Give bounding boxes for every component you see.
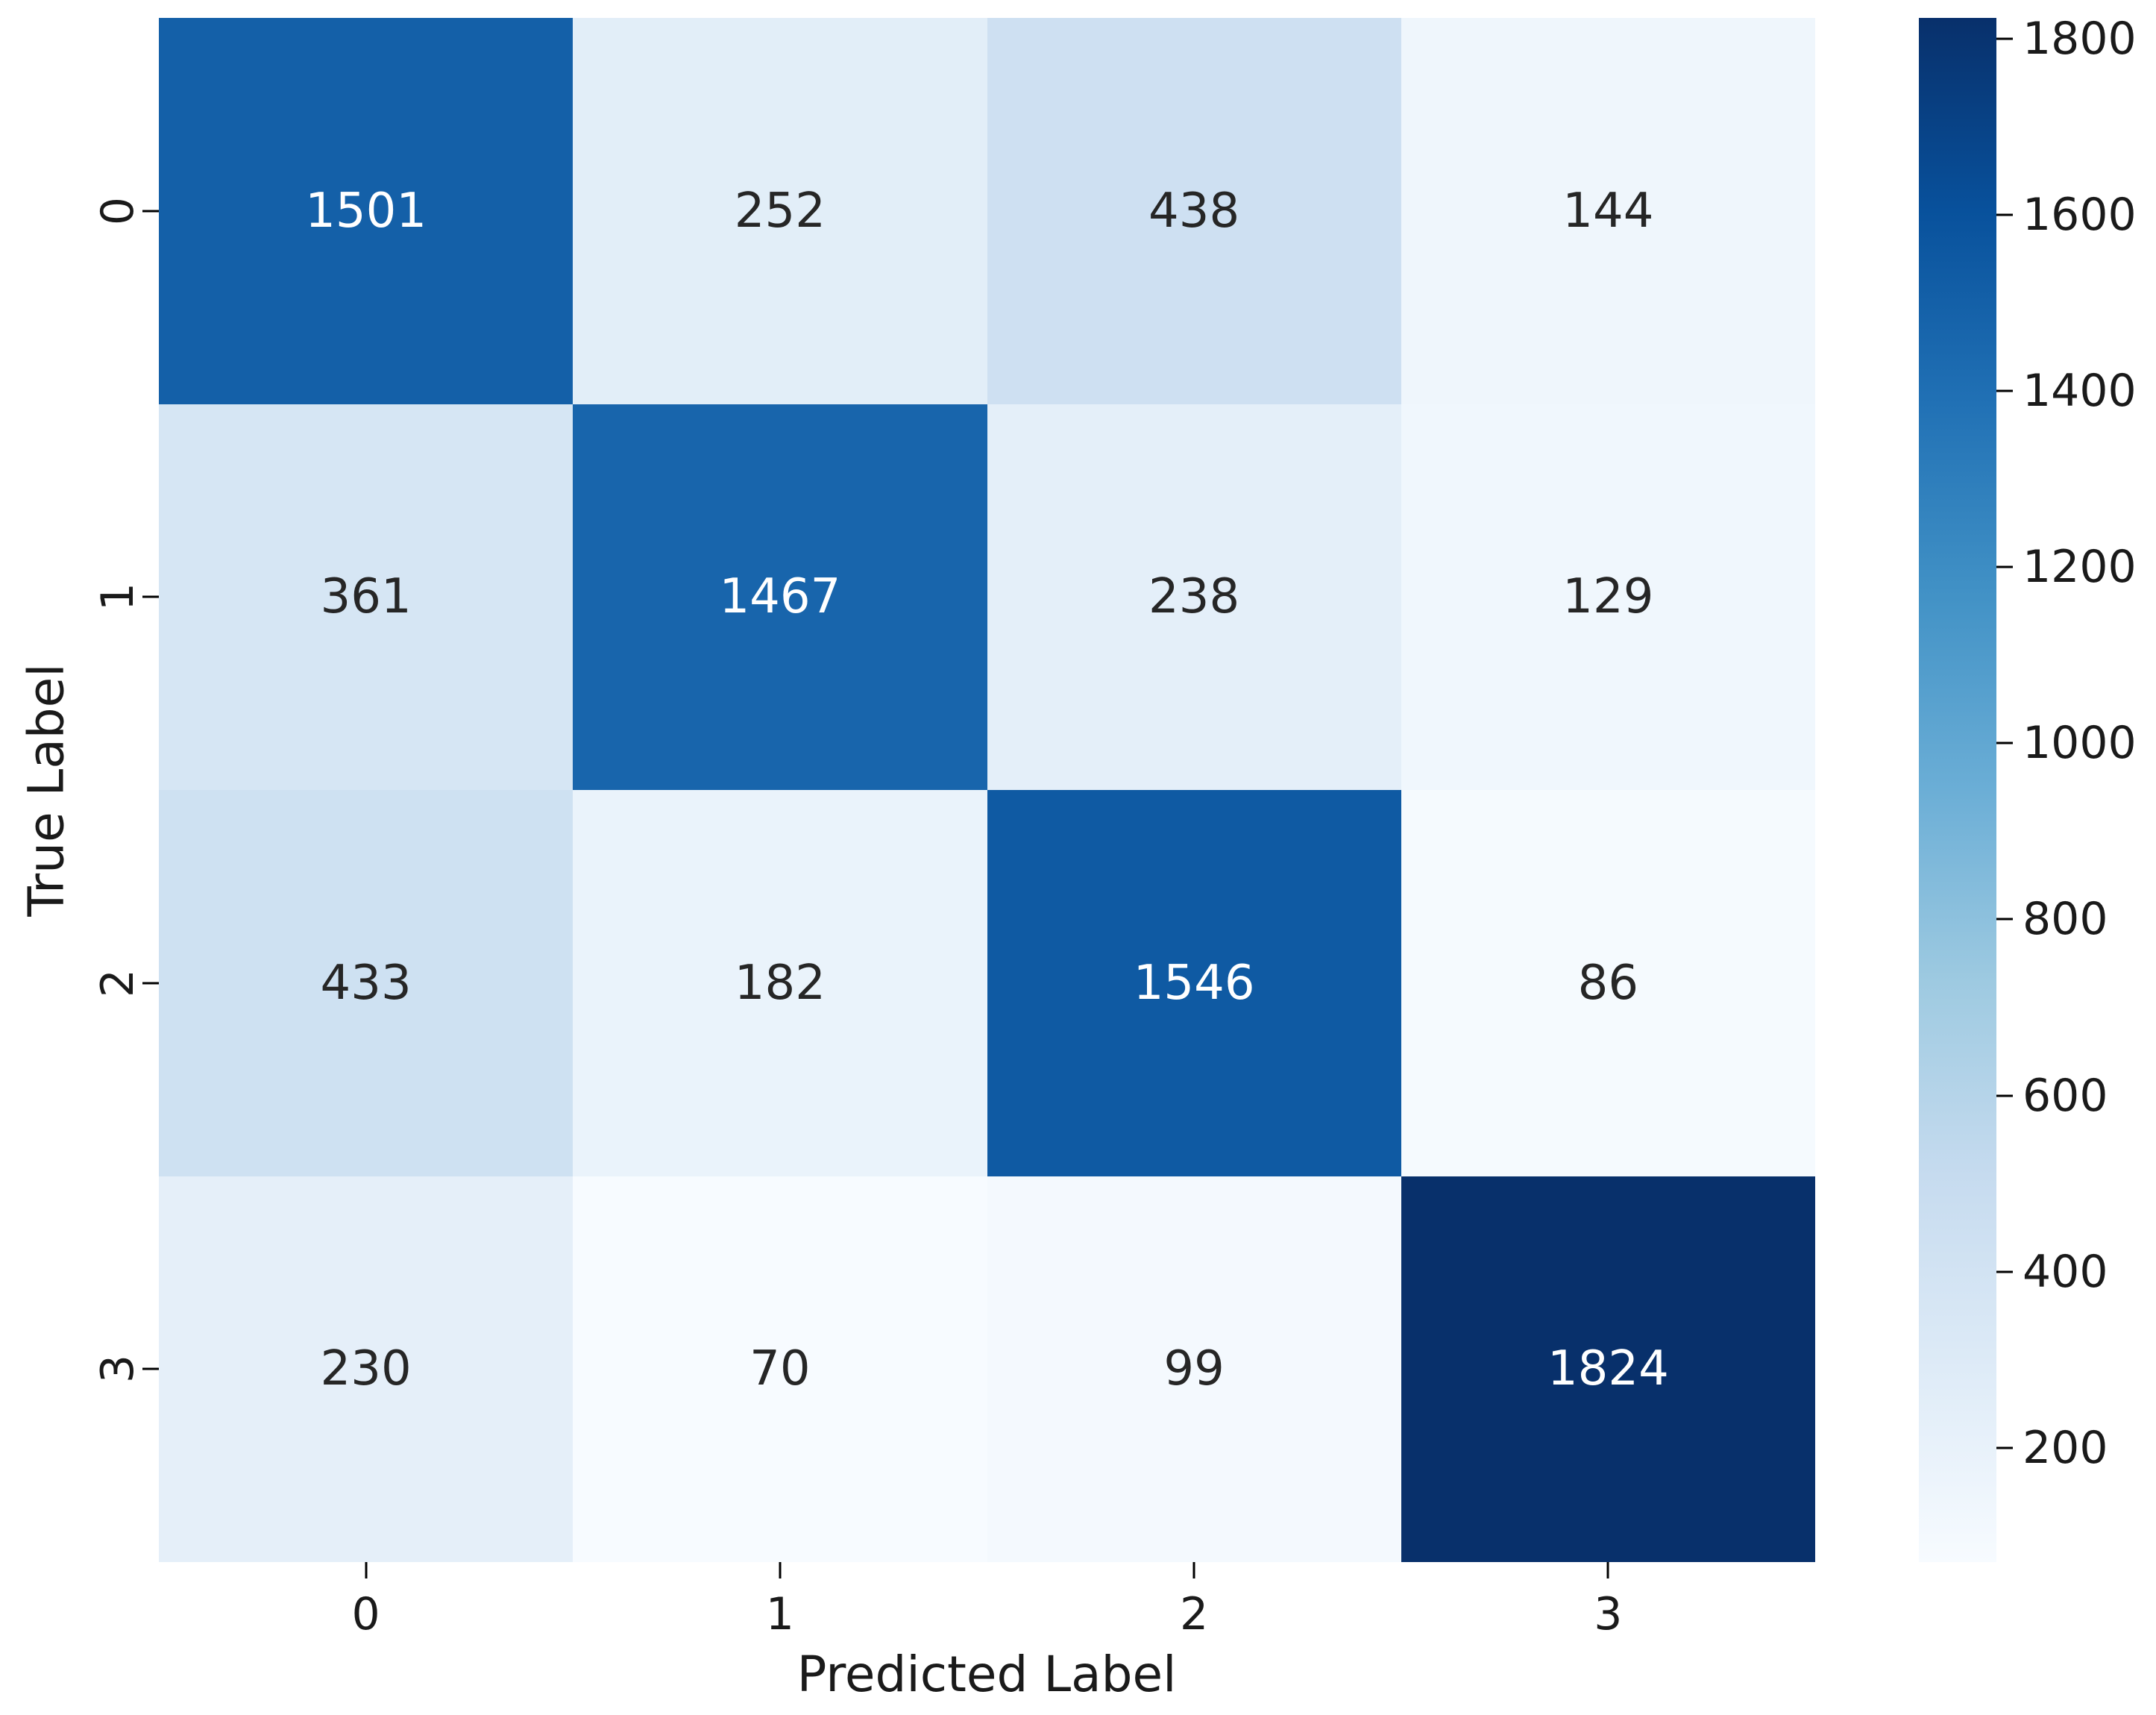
heatmap-cell: 129 bbox=[1401, 404, 1815, 790]
heatmap-cell: 182 bbox=[573, 790, 987, 1176]
colorbar-tick-label: 600 bbox=[2023, 1069, 2108, 1122]
cell-value: 438 bbox=[1148, 183, 1240, 239]
y-tick-mark bbox=[142, 595, 159, 598]
colorbar-tick-label: 1200 bbox=[2023, 541, 2137, 594]
x-tick-mark bbox=[1606, 1562, 1609, 1578]
colorbar-tick-mark bbox=[1996, 389, 2013, 392]
heatmap-plot-area: 1501 252 438 144 361 1467 238 129 433 182 1546 86 23… bbox=[159, 18, 1815, 1562]
colorbar-tick-label: 800 bbox=[2023, 893, 2108, 946]
cell-value: 1467 bbox=[719, 569, 841, 625]
x-tick-label: 2 bbox=[1180, 1588, 1209, 1640]
cell-value: 144 bbox=[1562, 183, 1654, 239]
cell-value: 182 bbox=[734, 955, 826, 1011]
cell-value: 129 bbox=[1562, 569, 1654, 625]
x-axis-label: Predicted Label bbox=[796, 1646, 1177, 1703]
colorbar-tick-mark bbox=[1996, 742, 2013, 744]
heatmap-cell: 433 bbox=[159, 790, 573, 1176]
cell-value: 1546 bbox=[1133, 955, 1255, 1011]
x-tick-label: 3 bbox=[1594, 1588, 1623, 1640]
colorbar-tick-mark bbox=[1996, 1094, 2013, 1097]
cell-value: 99 bbox=[1163, 1341, 1225, 1397]
cell-value: 1501 bbox=[305, 183, 427, 239]
colorbar-tick-mark bbox=[1996, 37, 2013, 40]
y-tick-label: 3 bbox=[92, 1355, 144, 1384]
heatmap-cell: 238 bbox=[987, 404, 1401, 790]
cell-value: 238 bbox=[1148, 569, 1240, 625]
y-tick-mark bbox=[142, 982, 159, 985]
colorbar-tick-mark bbox=[1996, 565, 2013, 568]
colorbar-tick-mark bbox=[1996, 1270, 2013, 1273]
heatmap-cell: 1501 bbox=[159, 18, 573, 404]
cell-value: 86 bbox=[1577, 955, 1639, 1011]
heatmap-cell: 252 bbox=[573, 18, 987, 404]
heatmap-cell: 99 bbox=[987, 1176, 1401, 1562]
cell-value: 361 bbox=[320, 569, 412, 625]
colorbar-tick-mark bbox=[1996, 213, 2013, 216]
heatmap-cell: 361 bbox=[159, 404, 573, 790]
heatmap-cell: 1467 bbox=[573, 404, 987, 790]
heatmap-cell: 86 bbox=[1401, 790, 1815, 1176]
heatmap-cell: 1824 bbox=[1401, 1176, 1815, 1562]
colorbar-tick-label: 1400 bbox=[2023, 365, 2137, 418]
y-tick-label: 0 bbox=[92, 196, 144, 225]
colorbar-tick-label: 400 bbox=[2023, 1245, 2108, 1298]
cell-value: 1824 bbox=[1547, 1341, 1669, 1397]
x-tick-label: 0 bbox=[351, 1588, 380, 1640]
x-tick-mark bbox=[365, 1562, 368, 1578]
cell-value: 230 bbox=[320, 1341, 412, 1397]
y-tick-label: 2 bbox=[92, 968, 144, 997]
heatmap-cell: 70 bbox=[573, 1176, 987, 1562]
y-tick-mark bbox=[142, 1367, 159, 1370]
y-axis-label: True Label bbox=[17, 663, 75, 917]
colorbar-tick-mark bbox=[1996, 1446, 2013, 1449]
y-tick-label: 1 bbox=[92, 583, 144, 612]
colorbar bbox=[1919, 18, 1996, 1562]
x-tick-mark bbox=[779, 1562, 782, 1578]
colorbar-tick-label: 1600 bbox=[2023, 189, 2137, 242]
heatmap-cell: 144 bbox=[1401, 18, 1815, 404]
cell-value: 433 bbox=[320, 955, 412, 1011]
heatmap-cell: 230 bbox=[159, 1176, 573, 1562]
y-tick-mark bbox=[142, 210, 159, 213]
cell-value: 70 bbox=[749, 1341, 811, 1397]
colorbar-tick-label: 1800 bbox=[2023, 13, 2137, 66]
heatmap-cell: 438 bbox=[987, 18, 1401, 404]
colorbar-tick-mark bbox=[1996, 918, 2013, 921]
colorbar-tick-label: 1000 bbox=[2023, 717, 2137, 770]
heatmap-cell: 1546 bbox=[987, 790, 1401, 1176]
x-tick-label: 1 bbox=[765, 1588, 794, 1640]
x-tick-mark bbox=[1192, 1562, 1195, 1578]
cell-value: 252 bbox=[734, 183, 826, 239]
colorbar-tick-label: 200 bbox=[2023, 1421, 2108, 1474]
